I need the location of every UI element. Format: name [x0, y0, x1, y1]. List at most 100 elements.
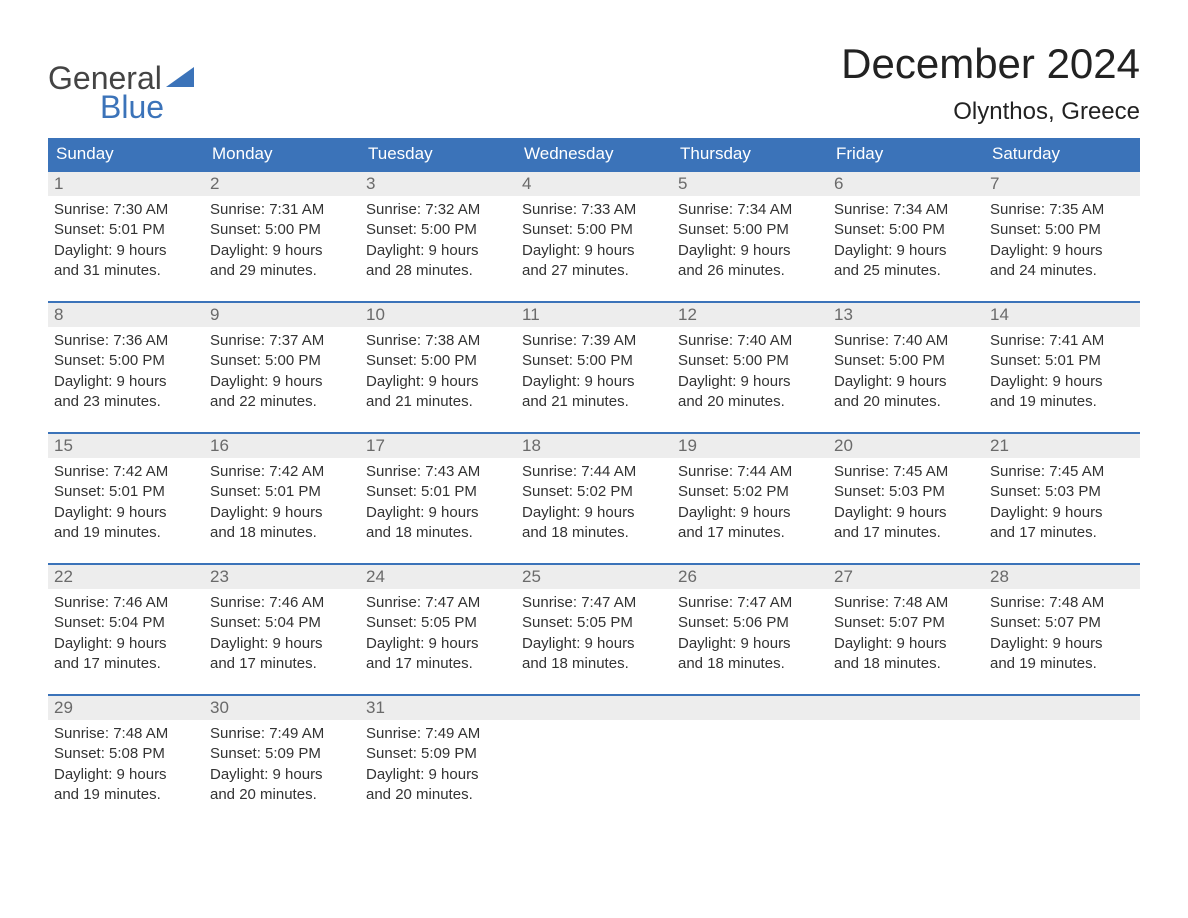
daylight-line1: Daylight: 9 hours — [210, 503, 354, 523]
sunset-line: Sunset: 5:00 PM — [834, 220, 978, 240]
sunrise-line: Sunrise: 7:46 AM — [210, 593, 354, 613]
sunrise-line: Sunrise: 7:40 AM — [834, 331, 978, 351]
daylight-line2: and 17 minutes. — [990, 523, 1134, 543]
day-header: Sunday — [48, 138, 204, 170]
calendar-cell: 18Sunrise: 7:44 AMSunset: 5:02 PMDayligh… — [516, 434, 672, 549]
location: Olynthos, Greece — [841, 98, 1140, 126]
daylight-line1: Daylight: 9 hours — [210, 634, 354, 654]
daylight-line1: Daylight: 9 hours — [834, 503, 978, 523]
daylight-line2: and 17 minutes. — [54, 654, 198, 674]
day-number: 19 — [672, 434, 828, 458]
day-details: Sunrise: 7:42 AMSunset: 5:01 PMDaylight:… — [48, 458, 204, 549]
calendar-cell: 26Sunrise: 7:47 AMSunset: 5:06 PMDayligh… — [672, 565, 828, 680]
day-number: 21 — [984, 434, 1140, 458]
sunrise-line: Sunrise: 7:45 AM — [834, 462, 978, 482]
day-number: 18 — [516, 434, 672, 458]
daylight-line2: and 21 minutes. — [522, 392, 666, 412]
calendar-cell: 19Sunrise: 7:44 AMSunset: 5:02 PMDayligh… — [672, 434, 828, 549]
sunset-line: Sunset: 5:01 PM — [366, 482, 510, 502]
daylight-line1: Daylight: 9 hours — [366, 765, 510, 785]
daylight-line2: and 31 minutes. — [54, 261, 198, 281]
calendar-cell — [828, 696, 984, 811]
sunrise-line: Sunrise: 7:36 AM — [54, 331, 198, 351]
calendar-cell: 27Sunrise: 7:48 AMSunset: 5:07 PMDayligh… — [828, 565, 984, 680]
day-details: Sunrise: 7:48 AMSunset: 5:07 PMDaylight:… — [828, 589, 984, 680]
day-number: 14 — [984, 303, 1140, 327]
day-details: Sunrise: 7:30 AMSunset: 5:01 PMDaylight:… — [48, 196, 204, 287]
day-number: 4 — [516, 172, 672, 196]
sunset-line: Sunset: 5:05 PM — [366, 613, 510, 633]
daylight-line1: Daylight: 9 hours — [210, 765, 354, 785]
daylight-line1: Daylight: 9 hours — [678, 634, 822, 654]
sunrise-line: Sunrise: 7:47 AM — [678, 593, 822, 613]
day-details: Sunrise: 7:36 AMSunset: 5:00 PMDaylight:… — [48, 327, 204, 418]
daylight-line2: and 23 minutes. — [54, 392, 198, 412]
page-header: General Blue December 2024 Olynthos, Gre… — [48, 40, 1140, 126]
week-row: 29Sunrise: 7:48 AMSunset: 5:08 PMDayligh… — [48, 694, 1140, 811]
day-number: 27 — [828, 565, 984, 589]
sunrise-line: Sunrise: 7:44 AM — [678, 462, 822, 482]
calendar-cell: 29Sunrise: 7:48 AMSunset: 5:08 PMDayligh… — [48, 696, 204, 811]
daylight-line1: Daylight: 9 hours — [834, 241, 978, 261]
sunrise-line: Sunrise: 7:33 AM — [522, 200, 666, 220]
daylight-line2: and 24 minutes. — [990, 261, 1134, 281]
calendar-cell: 20Sunrise: 7:45 AMSunset: 5:03 PMDayligh… — [828, 434, 984, 549]
sunset-line: Sunset: 5:02 PM — [522, 482, 666, 502]
sunrise-line: Sunrise: 7:37 AM — [210, 331, 354, 351]
calendar-cell — [984, 696, 1140, 811]
calendar-cell: 14Sunrise: 7:41 AMSunset: 5:01 PMDayligh… — [984, 303, 1140, 418]
sunrise-line: Sunrise: 7:32 AM — [366, 200, 510, 220]
daylight-line1: Daylight: 9 hours — [54, 372, 198, 392]
sunset-line: Sunset: 5:00 PM — [678, 351, 822, 371]
daylight-line2: and 18 minutes. — [522, 523, 666, 543]
daylight-line2: and 21 minutes. — [366, 392, 510, 412]
day-number: 24 — [360, 565, 516, 589]
calendar-cell: 2Sunrise: 7:31 AMSunset: 5:00 PMDaylight… — [204, 172, 360, 287]
daylight-line2: and 25 minutes. — [834, 261, 978, 281]
day-header: Saturday — [984, 138, 1140, 170]
daylight-line2: and 18 minutes. — [522, 654, 666, 674]
daylight-line2: and 20 minutes. — [366, 785, 510, 805]
sunset-line: Sunset: 5:05 PM — [522, 613, 666, 633]
sunset-line: Sunset: 5:00 PM — [210, 220, 354, 240]
sunset-line: Sunset: 5:00 PM — [834, 351, 978, 371]
daylight-line2: and 28 minutes. — [366, 261, 510, 281]
calendar-cell — [516, 696, 672, 811]
daylight-line1: Daylight: 9 hours — [990, 503, 1134, 523]
sunrise-line: Sunrise: 7:35 AM — [990, 200, 1134, 220]
daylight-line1: Daylight: 9 hours — [990, 241, 1134, 261]
week-row: 15Sunrise: 7:42 AMSunset: 5:01 PMDayligh… — [48, 432, 1140, 549]
sunset-line: Sunset: 5:00 PM — [522, 220, 666, 240]
week-row: 8Sunrise: 7:36 AMSunset: 5:00 PMDaylight… — [48, 301, 1140, 418]
sunset-line: Sunset: 5:09 PM — [210, 744, 354, 764]
daylight-line1: Daylight: 9 hours — [522, 241, 666, 261]
day-number: 31 — [360, 696, 516, 720]
sunrise-line: Sunrise: 7:46 AM — [54, 593, 198, 613]
daylight-line1: Daylight: 9 hours — [522, 372, 666, 392]
day-number: 28 — [984, 565, 1140, 589]
daylight-line2: and 19 minutes. — [990, 654, 1134, 674]
day-details: Sunrise: 7:31 AMSunset: 5:00 PMDaylight:… — [204, 196, 360, 287]
daylight-line2: and 19 minutes. — [54, 785, 198, 805]
sunset-line: Sunset: 5:07 PM — [834, 613, 978, 633]
sunrise-line: Sunrise: 7:39 AM — [522, 331, 666, 351]
daylight-line2: and 20 minutes. — [210, 785, 354, 805]
daylight-line2: and 26 minutes. — [678, 261, 822, 281]
day-details: Sunrise: 7:35 AMSunset: 5:00 PMDaylight:… — [984, 196, 1140, 287]
month-title: December 2024 — [841, 40, 1140, 88]
day-header: Tuesday — [360, 138, 516, 170]
day-number — [828, 696, 984, 720]
week-row: 22Sunrise: 7:46 AMSunset: 5:04 PMDayligh… — [48, 563, 1140, 680]
sunrise-line: Sunrise: 7:38 AM — [366, 331, 510, 351]
day-number: 10 — [360, 303, 516, 327]
daylight-line1: Daylight: 9 hours — [54, 503, 198, 523]
day-details: Sunrise: 7:42 AMSunset: 5:01 PMDaylight:… — [204, 458, 360, 549]
sunrise-line: Sunrise: 7:31 AM — [210, 200, 354, 220]
day-details: Sunrise: 7:34 AMSunset: 5:00 PMDaylight:… — [828, 196, 984, 287]
title-block: December 2024 Olynthos, Greece — [841, 40, 1140, 126]
sunset-line: Sunset: 5:00 PM — [522, 351, 666, 371]
daylight-line2: and 17 minutes. — [210, 654, 354, 674]
calendar-cell: 31Sunrise: 7:49 AMSunset: 5:09 PMDayligh… — [360, 696, 516, 811]
daylight-line1: Daylight: 9 hours — [366, 503, 510, 523]
day-number: 16 — [204, 434, 360, 458]
